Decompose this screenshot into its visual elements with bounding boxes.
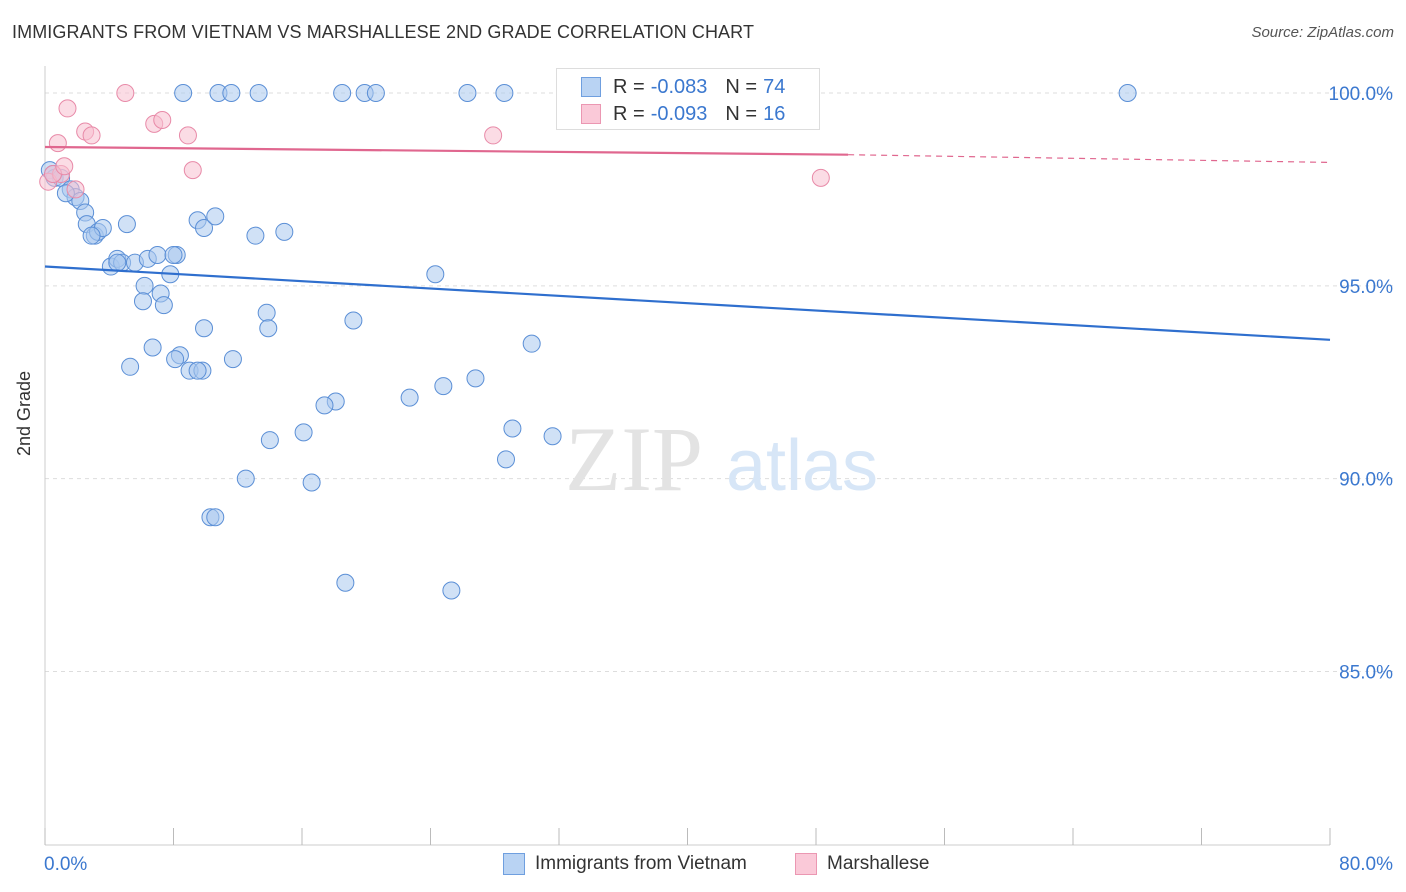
trend-line-marshallese-extension [848, 154, 1331, 164]
point-vietnam-33 [344, 311, 363, 330]
point-vietnam-71 [108, 253, 127, 272]
point-marshallese-15 [55, 157, 74, 176]
point-vietnam-66 [495, 83, 514, 102]
point-vietnam-57 [442, 581, 461, 600]
legend-label-marshallese: Marshallese [827, 853, 930, 874]
point-vietnam-60 [222, 83, 241, 102]
point-vietnam-29 [426, 265, 445, 284]
watermark-zip: ZIP [565, 408, 703, 510]
point-vietnam-28 [275, 222, 294, 241]
y-tick-label-1: 95.0% [1339, 277, 1393, 298]
point-vietnam-47 [503, 419, 522, 438]
point-vietnam-65 [458, 83, 477, 102]
stats-legend: R = -0.083 N = 74 R = -0.093 N = 16 [556, 68, 820, 130]
point-vietnam-36 [166, 350, 185, 369]
point-vietnam-62 [333, 83, 352, 102]
y-tick-label-2: 90.0% [1339, 470, 1393, 491]
chart-title: IMMIGRANTS FROM VIETNAM VS MARSHALLESE 2… [12, 22, 755, 42]
point-marshallese-3 [153, 110, 172, 129]
point-marshallese-12 [66, 180, 85, 199]
x-tick-label-1: 80.0% [1339, 854, 1393, 875]
swatch-vietnam [581, 77, 601, 97]
point-vietnam-41 [522, 334, 541, 353]
tick-labels: 100.0% 95.0% 90.0% 85.0% 0.0% 80.0% [44, 84, 1393, 875]
point-marshallese-8 [48, 134, 67, 153]
point-marshallese-6 [178, 126, 197, 145]
point-vietnam-49 [543, 427, 562, 446]
point-marshallese-9 [183, 161, 202, 180]
point-vietnam-67 [1118, 83, 1137, 102]
n-value: 74 [763, 75, 786, 98]
point-marshallese-0 [116, 83, 135, 102]
point-vietnam-32 [195, 319, 214, 338]
point-vietnam-26 [206, 207, 225, 226]
point-vietnam-52 [236, 469, 255, 488]
legend-item-vietnam: Immigrants from Vietnam [503, 852, 747, 876]
point-marshallese-1 [58, 99, 77, 118]
swatch-marshallese [581, 104, 601, 124]
legend-swatch-vietnam [503, 853, 525, 875]
point-vietnam-20 [135, 276, 154, 295]
point-vietnam-37 [223, 350, 242, 369]
axes [44, 66, 1331, 846]
watermark: ZIP atlas [565, 408, 878, 510]
stats-row-vietnam: R = -0.083 N = 74 [581, 74, 785, 100]
watermark-atlas: atlas [726, 426, 878, 506]
point-vietnam-48 [294, 423, 313, 442]
point-vietnam-51 [496, 450, 515, 469]
r-label: R = [613, 102, 645, 125]
r-value: -0.083 [650, 75, 708, 98]
point-vietnam-42 [466, 369, 485, 388]
point-vietnam-61 [249, 83, 268, 102]
point-marshallese-7 [484, 126, 503, 145]
point-vietnam-50 [260, 431, 279, 450]
trend-line-vietnam [44, 265, 1331, 341]
y-axis-label: 2nd Grade [14, 370, 34, 456]
n-value: 16 [763, 102, 786, 125]
n-label: N = [725, 75, 758, 98]
n-label: N = [725, 102, 758, 125]
point-marshallese-5 [82, 126, 101, 145]
y-tick-label-0: 100.0% [1329, 84, 1394, 105]
point-vietnam-27 [246, 226, 265, 245]
point-vietnam-64 [366, 83, 385, 102]
x-tick-label-0: 0.0% [44, 854, 87, 875]
point-vietnam-73 [188, 361, 207, 380]
point-vietnam-55 [206, 508, 225, 527]
grid-lines [45, 92, 1395, 672]
point-vietnam-72 [164, 245, 183, 264]
y-tick-label-3: 85.0% [1339, 662, 1393, 683]
point-vietnam-31 [259, 319, 278, 338]
point-vietnam-25 [195, 218, 214, 237]
point-vietnam-46 [315, 396, 334, 415]
point-vietnam-30 [257, 303, 276, 322]
legend-label-vietnam: Immigrants from Vietnam [535, 853, 747, 874]
point-vietnam-22 [133, 292, 152, 311]
series-vietnam-points [40, 83, 1137, 600]
trend-lines [44, 145, 1331, 341]
point-vietnam-17 [148, 245, 167, 264]
stats-row-marshallese: R = -0.093 N = 16 [581, 101, 785, 127]
point-vietnam-56 [336, 573, 355, 592]
r-value: -0.093 [650, 102, 708, 125]
series-marshallese-points [39, 83, 830, 199]
trend-line-marshallese [44, 145, 849, 156]
r-label: R = [613, 75, 645, 98]
point-vietnam-11 [117, 215, 136, 234]
point-vietnam-44 [400, 388, 419, 407]
point-vietnam-43 [434, 377, 453, 396]
point-vietnam-34 [143, 338, 162, 357]
legend-swatch-marshallese [795, 853, 817, 875]
point-vietnam-40 [121, 357, 140, 376]
point-vietnam-53 [302, 473, 321, 492]
legend-item-marshallese: Marshallese [795, 852, 929, 876]
source-label: Source: ZipAtlas.com [1251, 24, 1394, 41]
point-vietnam-58 [174, 83, 193, 102]
point-marshallese-13 [811, 168, 830, 187]
point-vietnam-70 [82, 226, 101, 245]
point-vietnam-23 [154, 296, 173, 315]
